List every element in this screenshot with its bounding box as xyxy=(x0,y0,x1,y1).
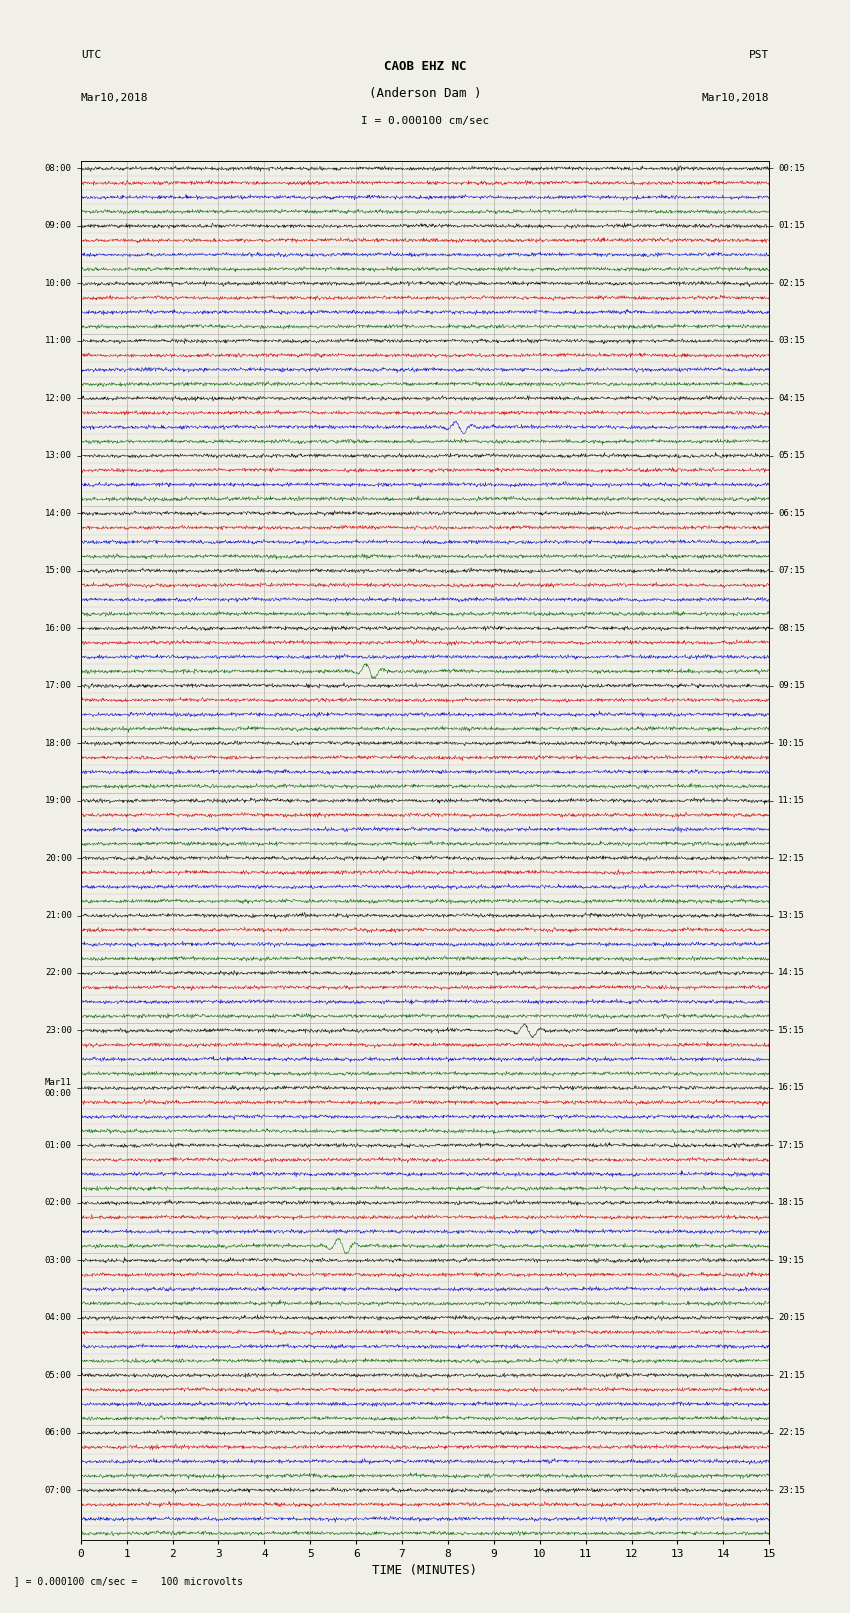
X-axis label: TIME (MINUTES): TIME (MINUTES) xyxy=(372,1563,478,1576)
Text: (Anderson Dam ): (Anderson Dam ) xyxy=(369,87,481,100)
Text: ] = 0.000100 cm/sec =    100 microvolts: ] = 0.000100 cm/sec = 100 microvolts xyxy=(8,1576,243,1586)
Text: Mar10,2018: Mar10,2018 xyxy=(702,94,769,103)
Text: Mar10,2018: Mar10,2018 xyxy=(81,94,148,103)
Text: PST: PST xyxy=(749,50,769,60)
Text: I = 0.000100 cm/sec: I = 0.000100 cm/sec xyxy=(361,116,489,126)
Text: CAOB EHZ NC: CAOB EHZ NC xyxy=(383,60,467,73)
Text: UTC: UTC xyxy=(81,50,101,60)
